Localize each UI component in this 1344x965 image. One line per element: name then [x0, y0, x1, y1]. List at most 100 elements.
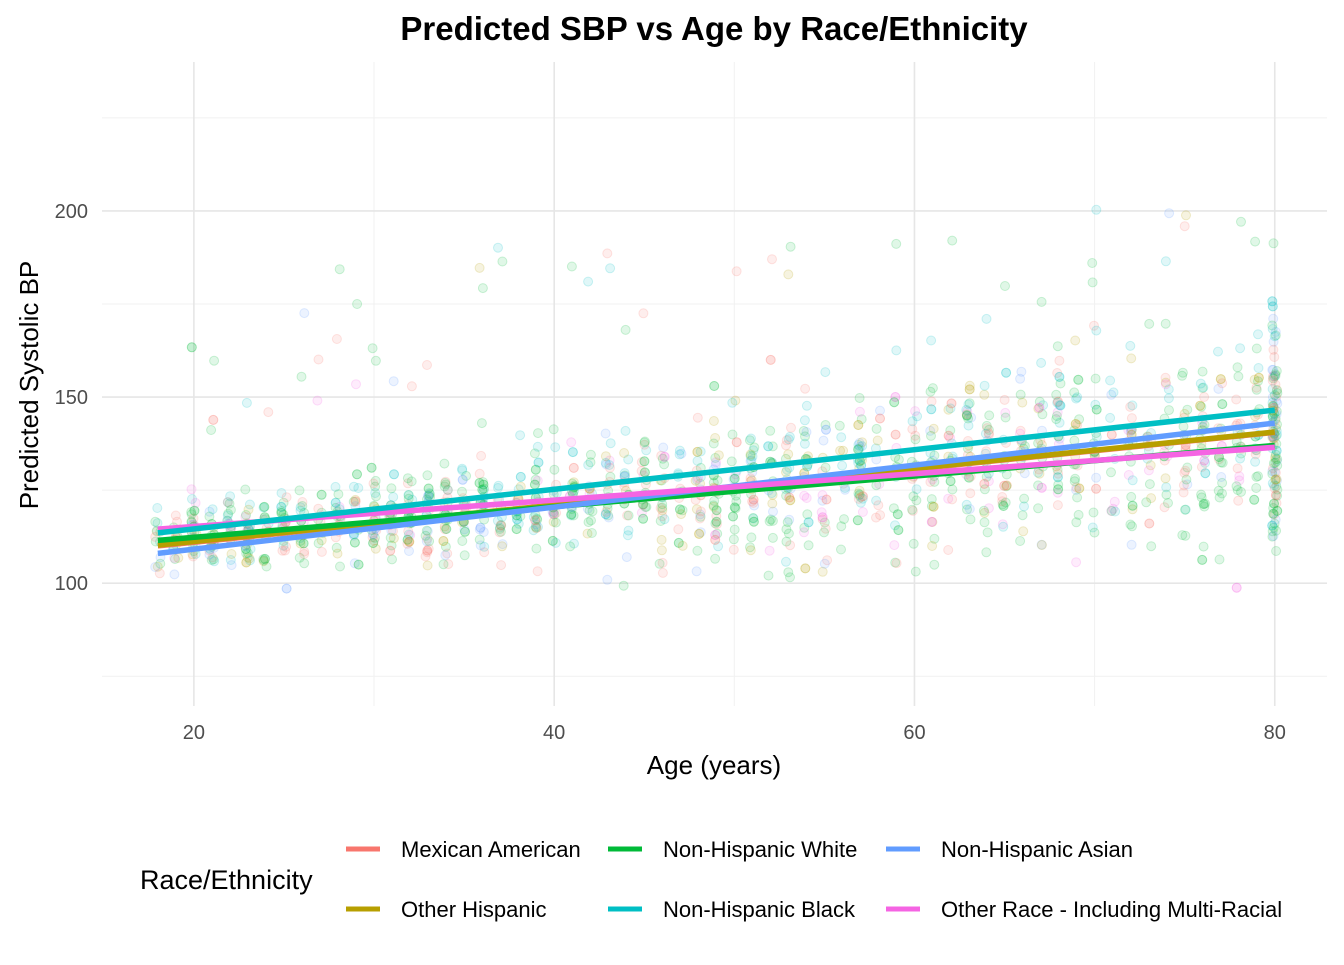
scatter-point — [1034, 402, 1045, 413]
scatter-point — [297, 501, 308, 511]
scatter-point — [402, 473, 413, 484]
scatter-point — [1141, 497, 1152, 508]
scatter-point — [636, 457, 647, 468]
scatter-point — [206, 425, 217, 435]
scatter-point — [403, 490, 414, 501]
scatter-point — [999, 480, 1010, 491]
scatter-point — [1055, 378, 1066, 389]
scatter-point — [1073, 374, 1084, 385]
scatter-point — [708, 438, 719, 449]
scatter-point — [479, 541, 490, 552]
scatter-point — [567, 447, 578, 458]
scatter-point — [1268, 522, 1279, 533]
scatter-point — [440, 477, 451, 488]
scatter-point — [1196, 489, 1207, 500]
scatter-point — [1090, 373, 1101, 384]
scatter-point — [405, 530, 416, 541]
scatter-point — [962, 406, 973, 417]
scatter-point — [1270, 457, 1281, 468]
scatter-point — [745, 542, 755, 553]
scatter-point — [1087, 277, 1098, 288]
scatter-point — [962, 411, 972, 421]
scatter-point — [335, 561, 345, 572]
scatter-point — [294, 485, 305, 496]
scatter-point — [604, 462, 615, 473]
scatter-point — [512, 514, 523, 525]
scatter-point — [855, 492, 866, 503]
scatter-point — [497, 256, 508, 267]
x-tick-label: 20 — [183, 722, 205, 744]
scatter-point — [656, 545, 667, 556]
scatter-point — [402, 478, 413, 489]
scatter-point — [964, 398, 975, 409]
scatter-point — [801, 427, 812, 437]
scatter-point — [422, 526, 433, 537]
scatter-point — [601, 459, 612, 470]
scatter-point — [1016, 366, 1027, 377]
scatter-point — [963, 420, 974, 431]
scatter-point — [1198, 499, 1209, 509]
scatter-point — [1144, 479, 1155, 490]
scatter-point — [1126, 539, 1137, 550]
scatter-point — [801, 493, 812, 503]
scatter-point — [406, 381, 417, 392]
scatter-point — [927, 541, 938, 551]
scatter-point — [853, 420, 864, 430]
scatter-point — [529, 448, 540, 459]
scatter-point — [1199, 392, 1210, 402]
scatter-point — [817, 512, 828, 523]
scatter-point — [565, 541, 576, 552]
scatter-point — [1053, 484, 1064, 495]
scatter-point — [457, 463, 468, 474]
scatter-point — [1053, 468, 1064, 479]
scatter-point — [925, 386, 936, 397]
scatter-point — [528, 525, 539, 536]
y-tick-label: 150 — [55, 387, 88, 409]
scatter-point — [677, 540, 688, 551]
scatter-point — [1036, 539, 1047, 550]
scatter-point — [402, 534, 413, 545]
scatter-point — [604, 455, 615, 466]
scatter-point — [368, 538, 379, 549]
scatter-point — [296, 371, 307, 382]
legend-label-non-hispanic-asian: Non-Hispanic Asian — [941, 837, 1133, 862]
scatter-point — [710, 534, 721, 545]
scatter-point — [600, 457, 611, 468]
scatter-point — [1271, 475, 1282, 486]
scatter-point — [1036, 357, 1047, 368]
scatter-point — [964, 384, 975, 395]
scatter-point — [511, 524, 522, 535]
scatter-point — [1106, 506, 1117, 516]
scatter-point — [1195, 378, 1206, 389]
scatter-point — [1267, 364, 1278, 375]
scatter-point — [550, 442, 561, 453]
scatter-point — [854, 485, 865, 496]
scatter-point — [1106, 467, 1116, 478]
scatter-point — [1217, 378, 1228, 389]
y-tick-label: 200 — [55, 201, 88, 223]
scatter-point — [532, 475, 543, 486]
scatter-point — [1110, 506, 1121, 517]
scatter-point — [1180, 504, 1191, 515]
scatter-point — [1271, 481, 1282, 492]
scatter-point — [586, 528, 597, 538]
scatter-point — [1231, 394, 1242, 405]
scatter-point — [767, 254, 777, 265]
scatter-point — [710, 530, 721, 540]
scatter-point — [1270, 379, 1281, 390]
scatter-point — [528, 512, 539, 523]
scatter-point — [150, 531, 161, 542]
scatter-point — [781, 524, 792, 535]
scatter-point — [749, 442, 760, 453]
scatter-point — [389, 469, 399, 480]
scatter-point — [605, 263, 616, 274]
scatter-point — [241, 397, 252, 408]
fit-lines — [157, 407, 1276, 557]
scatter-point — [1195, 400, 1206, 411]
scatter-point — [1125, 519, 1136, 530]
scatter-point — [423, 543, 434, 554]
scatter-point — [1052, 487, 1063, 498]
scatter-point — [1146, 541, 1157, 552]
scatter-point — [1053, 396, 1063, 407]
scatter-point — [330, 481, 341, 492]
